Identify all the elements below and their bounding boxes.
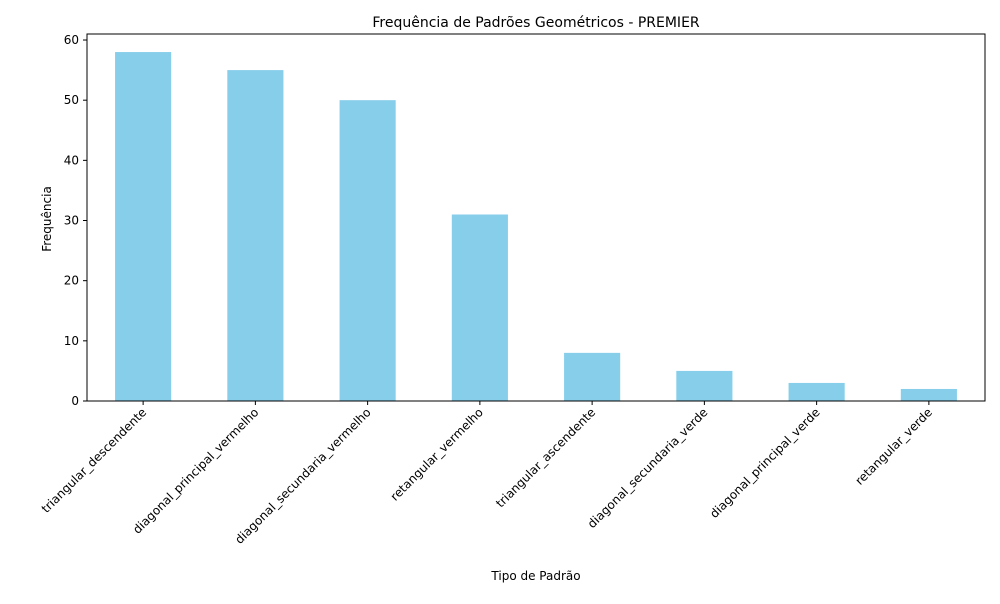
bar-retangular_verde [900,388,957,401]
bar-triangular_descendente [115,52,172,401]
bar-retangular_vermelho [451,214,508,401]
bar-diagonal_principal_verde [788,382,845,401]
bar-triangular_ascendente [564,352,621,401]
y-tick-label: 0 [71,394,79,408]
x-tick-label: diagonal_secundaria_vermelho [232,405,374,547]
x-axis-ticks: triangular_descendentediagonal_principal… [39,401,935,547]
x-tick-label: diagonal_secundaria_verde [585,405,711,531]
y-tick-label: 10 [64,334,79,348]
bar-diagonal_principal_vermelho [227,70,284,401]
y-tick-label: 50 [64,93,79,107]
x-tick-label: retangular_vermelho [388,405,486,503]
x-tick-label: diagonal_principal_verde [707,405,823,521]
y-tick-label: 60 [64,33,79,47]
x-tick-label: retangular_verde [852,405,935,488]
plot-frame [86,33,986,402]
y-tick-label: 40 [64,153,79,167]
bars-layer [115,52,957,401]
y-axis-label: Frequência [40,186,54,252]
x-tick-label: triangular_ascendente [493,405,598,510]
bar-diagonal_secundaria_verde [676,370,733,401]
bar-diagonal_secundaria_vermelho [339,100,396,401]
x-axis-label: Tipo de Padrão [490,569,580,583]
x-tick-label: diagonal_principal_vermelho [130,405,261,536]
chart-title: Frequência de Padrões Geométricos - PREM… [372,15,700,31]
y-tick-label: 20 [64,274,79,288]
y-axis-ticks: 0 10 20 30 40 50 60 [64,33,87,408]
x-tick-label: triangular_descendente [39,405,150,516]
y-tick-label: 30 [64,214,79,228]
